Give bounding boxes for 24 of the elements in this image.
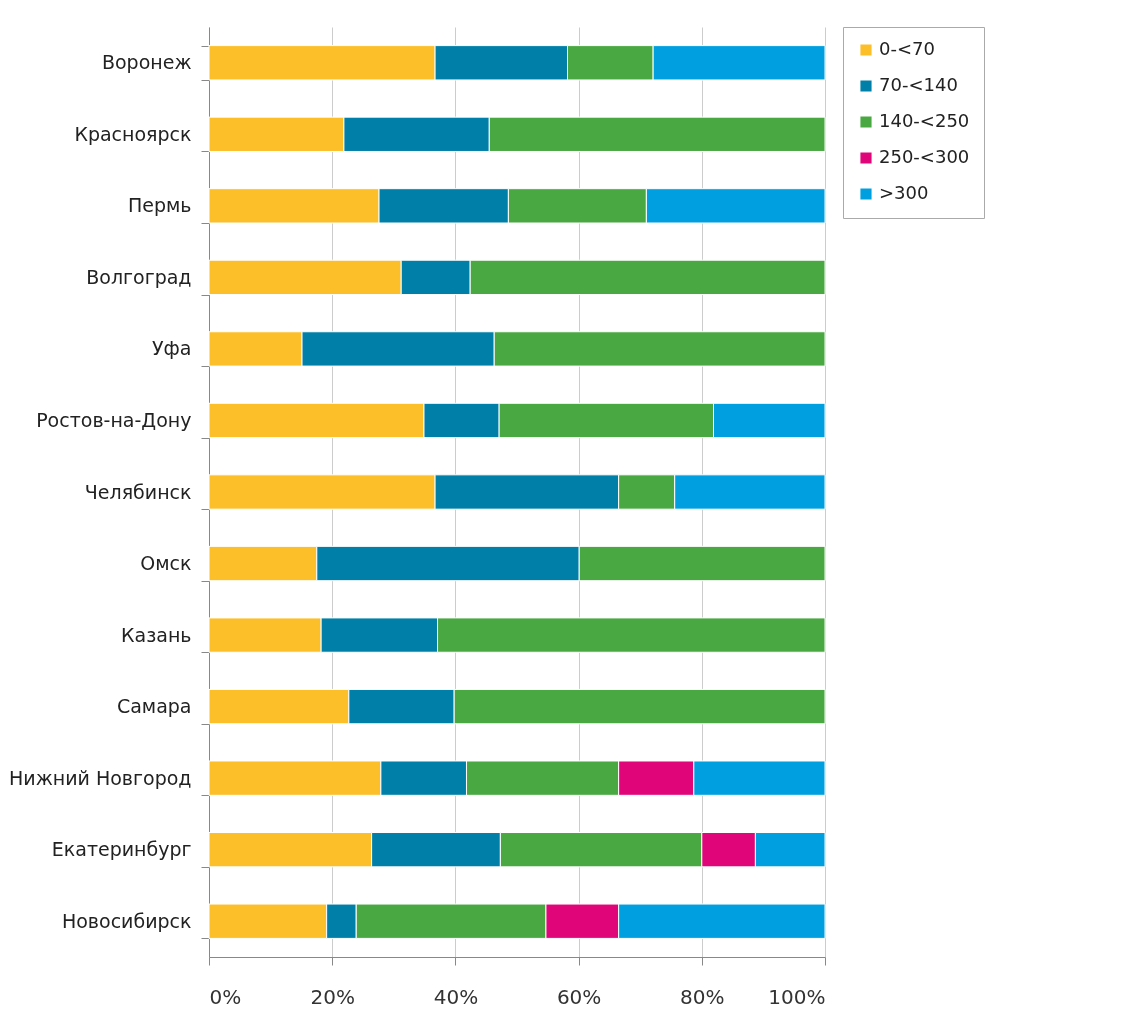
legend-label: >300 (879, 182, 929, 203)
y-tick-label: Пермь (127, 194, 192, 217)
y-tick-label: Уфа (152, 337, 192, 360)
y-tick-label: Омск (140, 552, 192, 575)
x-tick-label: 80% (680, 984, 725, 1009)
x-tick-label: 20% (310, 984, 355, 1009)
x-tick-label: 60% (556, 984, 602, 1009)
y-tick-label: Самара (116, 695, 192, 718)
x-tick-label: 100% (768, 984, 826, 1009)
legend-label: 70-<140 (879, 74, 958, 95)
y-tick-label: Екатеринбург (51, 838, 192, 861)
x-tick-label: 0% (209, 984, 242, 1009)
y-tick-label: Ростов-на-Дону (36, 408, 192, 431)
legend-label: 0-<70 (879, 38, 935, 59)
legend-label: 250-<300 (879, 146, 970, 167)
x-tick-label: 40% (433, 984, 479, 1009)
y-tick-label: Волгоград (86, 265, 192, 288)
y-tick-label: Воронеж (101, 51, 192, 74)
y-tick-label: Казань (121, 623, 192, 646)
y-tick-label: Красноярск (74, 122, 192, 145)
legend-label: 140-<250 (879, 110, 970, 131)
y-tick-label: Нижний Новгород (9, 766, 192, 789)
y-tick-label: Новосибирск (61, 909, 192, 932)
y-tick-label: Челябинск (84, 480, 192, 503)
